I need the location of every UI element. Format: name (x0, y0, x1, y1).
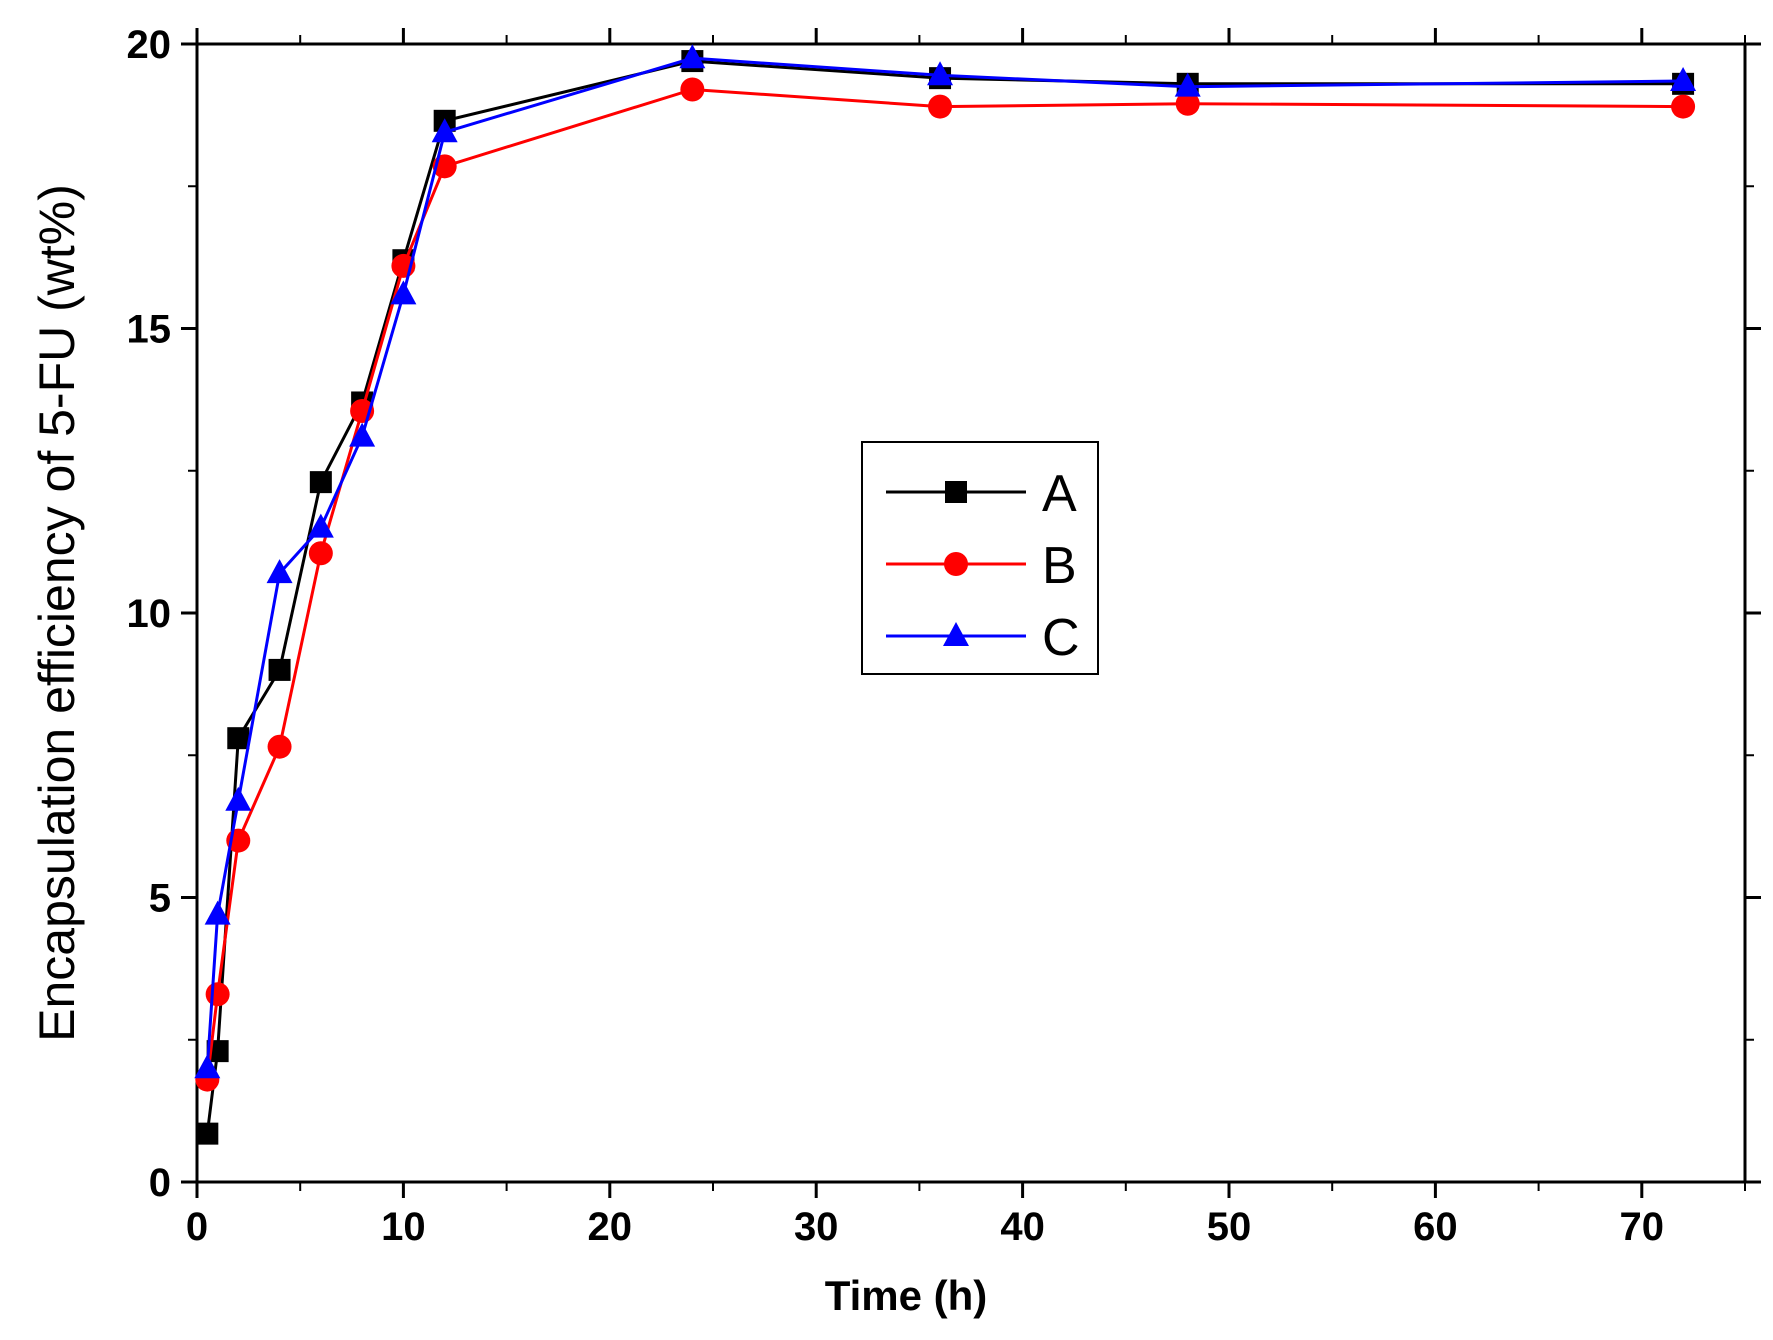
y-axis-title: Encapsulation efficiency of 5-FU (wt%) (29, 184, 85, 1042)
data-point-C (194, 1054, 221, 1079)
series-line-C (205, 56, 1684, 1069)
data-point-B (205, 982, 230, 1007)
legend-marker-C (943, 622, 969, 646)
y-tick-label: 20 (127, 23, 172, 67)
x-tick-label: 50 (1207, 1205, 1252, 1249)
data-point-B (1175, 91, 1200, 116)
data-point-C (307, 513, 334, 538)
legend-marker-A (945, 481, 967, 503)
x-tick-label: 40 (1000, 1205, 1045, 1249)
series-line-B (205, 87, 1684, 1080)
axis-ticks: 0 10 20 30 40 50 60 70 0 5 10 15 20 (127, 23, 1761, 1249)
data-point-C (431, 118, 458, 143)
x-axis-title: Time (h) (825, 1272, 988, 1319)
data-point-C (266, 559, 293, 584)
data-point-A (268, 658, 291, 681)
data-point-C (1670, 66, 1697, 91)
data-point-A (196, 1122, 219, 1145)
x-tick-label: 70 (1620, 1205, 1665, 1249)
legend-label-A: A (1042, 465, 1077, 523)
x-tick-label: 60 (1413, 1205, 1458, 1249)
data-point-B (680, 77, 705, 102)
x-tick-label: 20 (588, 1205, 633, 1249)
series-line-A (205, 59, 1684, 1134)
data-point-B (267, 734, 292, 759)
y-tick-label: 0 (149, 1161, 171, 1205)
data-point-B (928, 94, 953, 119)
data-point-B (1671, 94, 1696, 119)
data-point-C (1174, 72, 1201, 97)
y-tick-label: 15 (127, 308, 172, 352)
data-point-C (225, 786, 252, 811)
series-C (194, 44, 1697, 1079)
legend-label-B: B (1042, 537, 1077, 595)
y-tick-label: 10 (127, 592, 172, 636)
data-point-A (309, 471, 332, 494)
legend-marker-B (944, 552, 968, 576)
data-point-C (927, 61, 954, 86)
y-tick-label: 5 (149, 877, 171, 921)
data-point-C (679, 44, 706, 69)
x-tick-label: 0 (186, 1205, 208, 1249)
data-point-C (390, 280, 417, 305)
x-tick-label: 10 (381, 1205, 426, 1249)
data-point-C (349, 422, 376, 447)
series-B (195, 77, 1696, 1092)
x-tick-label: 30 (794, 1205, 839, 1249)
data-point-B (308, 541, 333, 566)
legend-label-C: C (1042, 609, 1080, 667)
data-point-C (204, 900, 231, 925)
data-series (194, 44, 1697, 1145)
data-point-A (227, 727, 250, 750)
legend: ABC (861, 441, 1099, 675)
